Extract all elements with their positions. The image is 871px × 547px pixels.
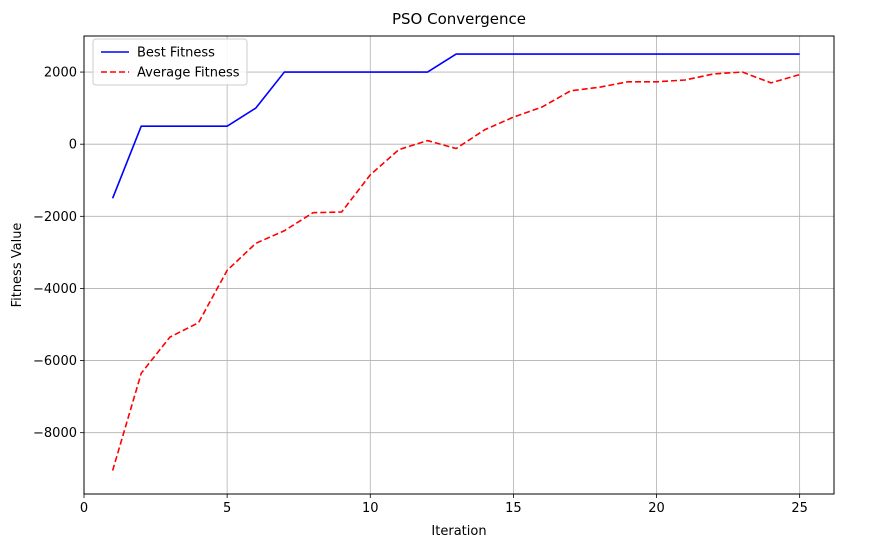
y-tick-label: −8000 xyxy=(33,426,77,441)
ticks: 0 5 10 15 20 25 −8000 −6000 −4000 −2000 0 2000 xyxy=(33,66,808,516)
x-tick-label: 5 xyxy=(223,501,231,516)
x-tick-label: 0 xyxy=(80,501,88,516)
legend-label-2: Average Fitness xyxy=(137,66,240,81)
legend-label-1: Best Fitness xyxy=(137,46,215,61)
y-tick-label: −2000 xyxy=(33,210,77,225)
x-tick-label: 20 xyxy=(648,501,665,516)
legend: Best Fitness Average Fitness xyxy=(92,38,248,86)
x-tick-label: 10 xyxy=(362,501,379,516)
y-axis-label: Fitness Value xyxy=(10,223,25,308)
y-tick-label: −4000 xyxy=(33,282,77,297)
y-tick-label: 0 xyxy=(69,138,77,153)
x-tick-label: 15 xyxy=(505,501,522,516)
y-tick-label: −6000 xyxy=(33,354,77,369)
series-line-2 xyxy=(111,71,800,471)
y-tick-label: 2000 xyxy=(44,66,77,81)
x-axis-label: Iteration xyxy=(431,524,486,539)
x-tick-label: 25 xyxy=(791,501,808,516)
legend-box xyxy=(92,38,248,86)
plot-frame xyxy=(83,35,835,495)
chart-title: PSO Convergence xyxy=(392,10,526,28)
series-line-1 xyxy=(111,53,800,199)
grid xyxy=(83,36,834,494)
series-layer xyxy=(111,53,800,471)
